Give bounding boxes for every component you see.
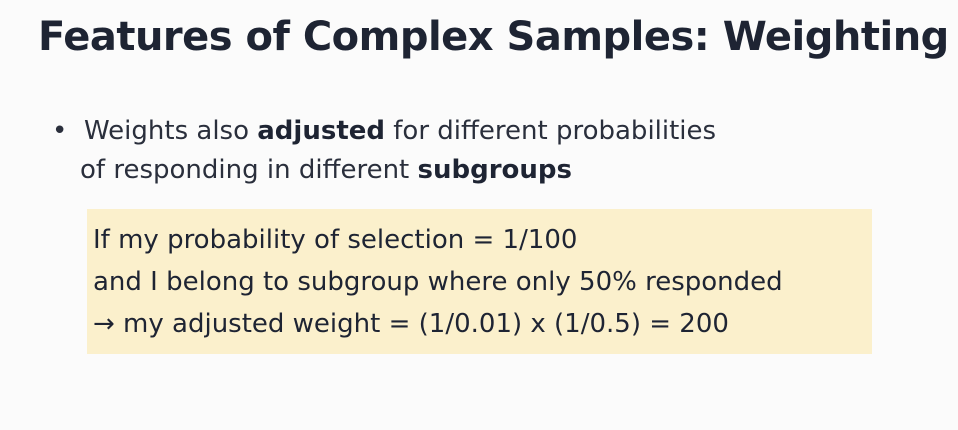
example-callout-box: If my probability of selection = 1/100 a… [87, 209, 872, 354]
bullet-text-1b: for different probabilities [385, 116, 717, 146]
bullet-text-1a: Weights also [84, 116, 258, 146]
bullet-point: • Weights also adjusted for different pro… [52, 112, 716, 190]
slide-title: Features of Complex Samples: Weighting [38, 14, 949, 60]
bullet-line-1: • Weights also adjusted for different pro… [52, 112, 716, 151]
callout-line-1: If my probability of selection = 1/100 [93, 225, 578, 255]
bullet-text-2a: of responding in different [80, 155, 418, 185]
callout-line-3: → my adjusted weight = (1/0.01) x (1/0.5… [93, 309, 729, 339]
bullet-marker: • [52, 116, 68, 146]
bullet-line-2: of responding in different subgroups [52, 151, 716, 190]
callout-line-2: and I belong to subgroup where only 50% … [93, 267, 783, 297]
bullet-bold-adjusted: adjusted [257, 116, 385, 146]
bullet-bold-subgroups: subgroups [417, 155, 573, 185]
